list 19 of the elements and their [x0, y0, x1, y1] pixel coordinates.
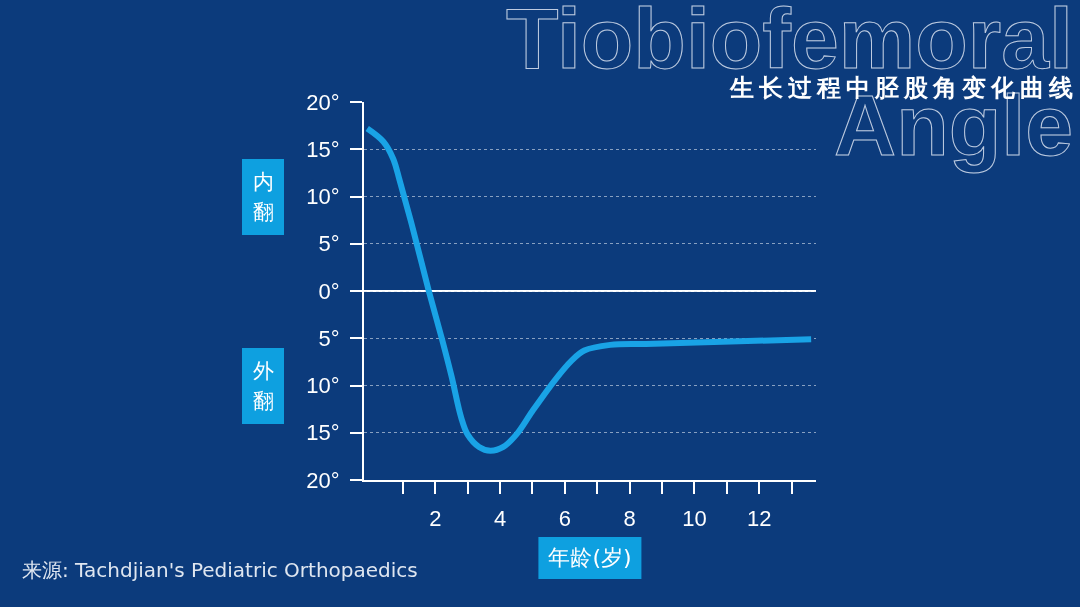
x-tick-label: 4 — [493, 506, 507, 532]
x-tick-label: 6 — [558, 506, 572, 532]
y-tick-label: 15° — [306, 420, 340, 446]
source-note: 来源: Tachdjian's Pediatric Orthopaedics — [22, 557, 418, 583]
x-tick-label: 8 — [623, 506, 636, 532]
y-tick-label: 15° — [306, 136, 340, 162]
y-tick-label: 0° — [318, 278, 340, 304]
y-tick-label: 5° — [318, 231, 340, 257]
x-tick-label: 12 — [747, 506, 772, 532]
y-tick-label: 10° — [306, 373, 340, 399]
y-tick-label: 20° — [306, 89, 340, 115]
x-tick-label: 10 — [682, 506, 707, 532]
text: 外翻 — [242, 347, 284, 424]
y-tick-label: 5° — [318, 325, 340, 351]
x-axis-title: 年龄(岁) — [538, 537, 642, 579]
x-tick-label: 2 — [429, 506, 442, 532]
text: 内翻 — [242, 158, 284, 235]
y-tick-label: 20° — [306, 467, 340, 493]
y-tick-label: 10° — [306, 184, 340, 210]
